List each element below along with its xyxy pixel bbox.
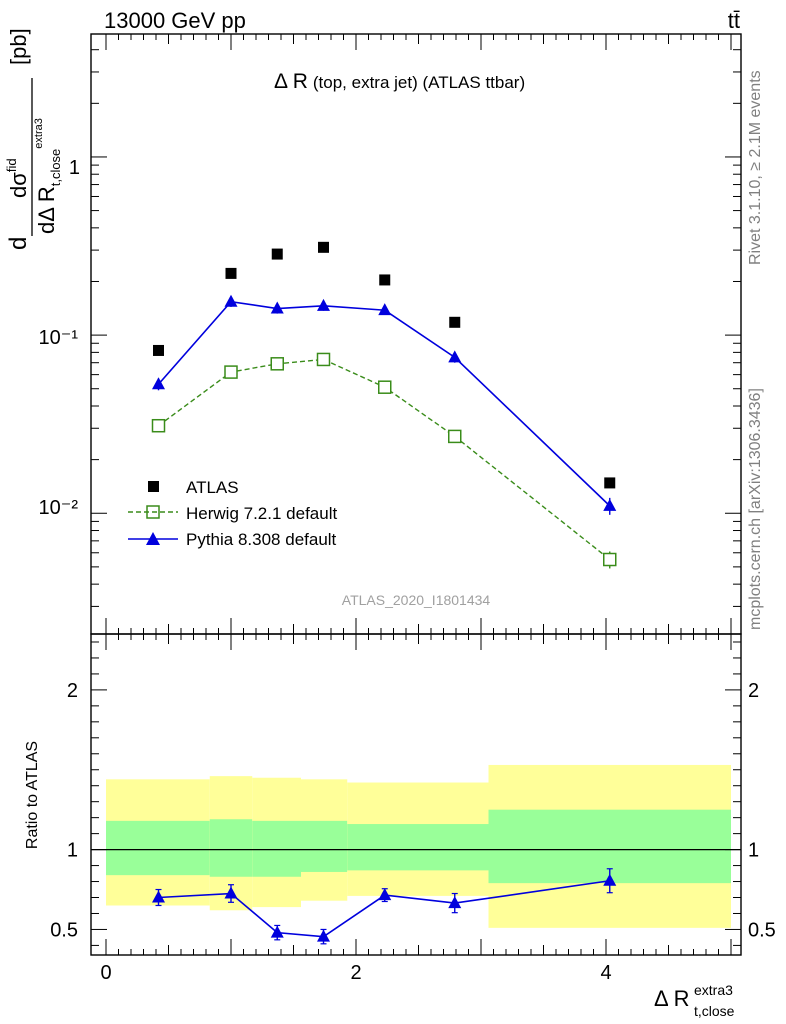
ratio-x-tick-label: 4: [600, 962, 611, 984]
header-left-label: 13000 GeV pp: [104, 8, 246, 33]
y-tick-label-1: 1: [69, 157, 80, 179]
ratio-tick-labels: 0.5 0.5 1 1 2 2 0 2 4: [50, 680, 776, 984]
ratio-pythia-point: [603, 873, 617, 886]
ratio-pythia-point: [270, 925, 284, 938]
herwig-point: [603, 552, 617, 567]
legend-atlas-marker: [148, 481, 159, 492]
legend-pythia-marker: [146, 532, 160, 545]
ratio-x-tick-label: 0: [100, 962, 111, 984]
ratio-bands-group: [106, 764, 731, 928]
main-y-tick-labels: 10⁻² 10⁻¹ 1: [39, 157, 80, 519]
ratio-band-inner: [209, 819, 253, 877]
legend-atlas-label: ATLAS: [186, 478, 239, 497]
ratio-y-tick-label-right: 1: [748, 840, 759, 862]
pythia-point: [603, 498, 617, 511]
plot-title: Δ R (top, extra jet) (ATLAS ttbar): [274, 70, 525, 93]
main-y-axis-label: d dσfid dΔ Rt,closeextra3 [pb]: [4, 28, 63, 250]
herwig-point: [316, 352, 331, 367]
x-label-sub: t,close: [694, 1003, 735, 1019]
y-label-numerator-sup: fid: [4, 158, 19, 172]
ratio-y-tick-label-right: 0.5: [748, 919, 776, 941]
main-panel: 10⁻² 10⁻¹ 1 Δ R (top, extra jet) (ATLAS t…: [4, 28, 742, 635]
legend: ATLAS Herwig 7.2.1 default Pythia 8.308 …: [128, 478, 337, 549]
atlas-point: [271, 248, 283, 260]
y-label-denominator-sup: extra3: [33, 118, 45, 149]
ratio-pythia-point: [152, 890, 165, 903]
pythia-point: [224, 294, 238, 307]
plot-title-sub: (top, extra jet) (ATLAS ttbar): [313, 73, 525, 92]
ratio-x-axis-label: Δ R extra3 t,close: [654, 982, 735, 1019]
pythia-line: [157, 300, 611, 507]
atlas-point: [379, 274, 391, 286]
pythia-point: [317, 298, 330, 311]
y-tick-label-1e-1: 10⁻¹: [39, 327, 79, 349]
ratio-band-inner: [106, 820, 210, 876]
ratio-y-tick-label: 2: [67, 680, 78, 702]
x-label-main: Δ R: [654, 986, 689, 1011]
analysis-label: ATLAS_2020_I1801434: [342, 592, 491, 608]
ratio-axis-ticks: [91, 634, 741, 955]
pythia-point: [378, 303, 392, 316]
y-label-numerator: dσfid: [4, 158, 31, 198]
atlas-point: [318, 241, 329, 253]
atlas-point: [604, 477, 616, 489]
legend-herwig-marker: [146, 505, 160, 519]
legend-herwig-label: Herwig 7.2.1 default: [186, 504, 337, 523]
ratio-series-group: [152, 868, 617, 945]
ratio-x-tick-label: 2: [350, 962, 361, 984]
header-right-label: tt̄: [728, 8, 740, 33]
ratio-pythia-point: [224, 886, 238, 899]
mcplots-label: mcplots.cern.ch [arXiv:1306.3436]: [747, 388, 764, 630]
ratio-band-inner: [301, 820, 348, 872]
plot-title-main: Δ R: [274, 70, 308, 93]
y-tick-label-1e-2: 10⁻²: [39, 497, 79, 519]
y-label-prefix: d: [5, 237, 32, 250]
ratio-pythia-point: [448, 896, 462, 909]
ratio-panel: 0.5 0.5 1 1 2 2 0 2 4 Ratio to ATLAS Δ R extra3 …: [24, 633, 776, 1019]
pythia-point: [152, 377, 165, 390]
atlas-point: [225, 267, 237, 279]
main-series-group: [151, 241, 617, 569]
y-label-denominator: dΔ Rt,closeextra3: [33, 118, 63, 234]
ratio-y-tick-label: 0.5: [50, 919, 78, 941]
ratio-panel-frame: [90, 633, 742, 956]
ratio-y-axis-label: Ratio to ATLAS: [24, 741, 41, 849]
pythia-point: [448, 350, 462, 363]
rivet-version-label: Rivet 3.1.10, ≥ 2.1M events: [747, 70, 764, 265]
ratio-band-inner: [347, 824, 489, 871]
main-axis-ticks: [91, 34, 741, 634]
ratio-y-tick-label: 1: [67, 840, 78, 862]
pythia-point: [270, 301, 284, 314]
x-label-sup: extra3: [694, 982, 733, 998]
atlas-point: [153, 344, 164, 356]
y-label-denominator-sub: t,close: [48, 149, 63, 187]
y-label-unit: [pb]: [6, 28, 31, 65]
herwig-point: [448, 429, 462, 444]
ratio-pythia-point: [378, 888, 392, 901]
herwig-point: [270, 357, 284, 371]
ratio-y-tick-label-right: 2: [748, 680, 759, 702]
legend-pythia-label: Pythia 8.308 default: [186, 530, 337, 549]
herwig-point: [224, 365, 238, 379]
herwig-point: [151, 418, 166, 433]
ratio-pythia-point: [317, 929, 330, 942]
atlas-point: [449, 316, 461, 328]
ratio-band-inner: [252, 820, 301, 877]
herwig-point: [378, 380, 392, 394]
